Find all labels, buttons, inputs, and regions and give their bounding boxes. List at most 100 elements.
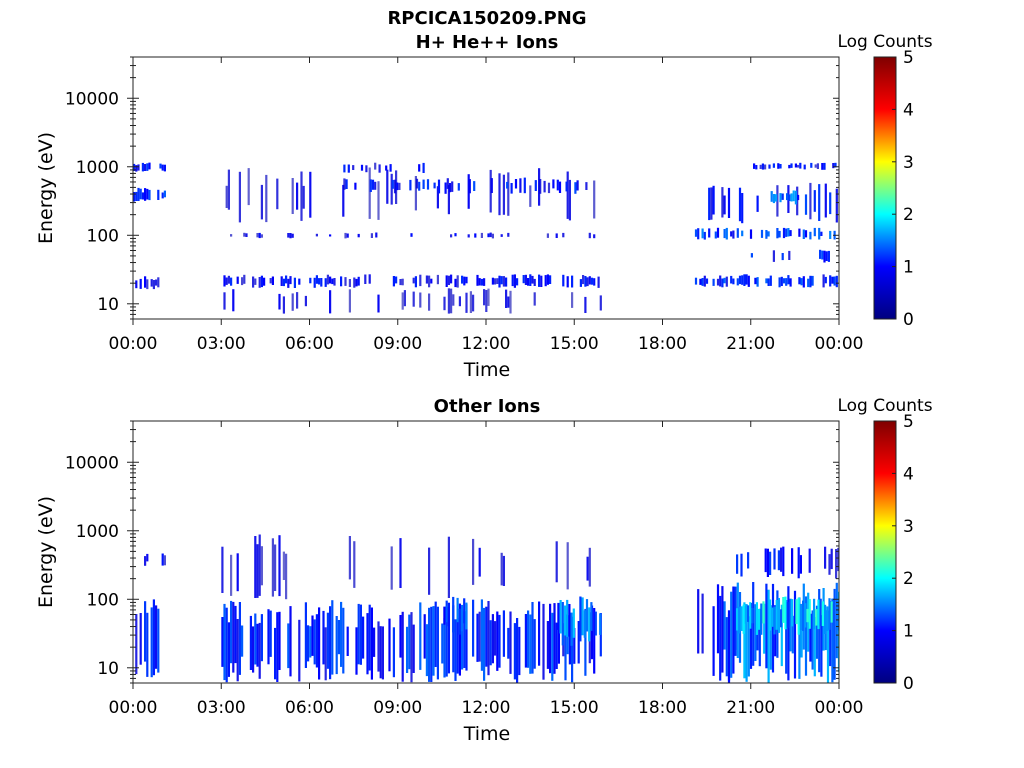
heatmap-cell	[137, 164, 140, 171]
spectrogram-heatmap	[133, 162, 838, 314]
heatmap-cell	[502, 276, 505, 287]
heatmap-cell	[469, 291, 472, 313]
heatmap-cell	[320, 278, 323, 287]
heatmap-cell	[419, 292, 422, 308]
heatmap-cell	[802, 600, 805, 631]
heatmap-cell	[447, 602, 450, 674]
heatmap-cell	[835, 275, 838, 288]
heatmap-cell	[562, 274, 565, 287]
heatmap-cell	[727, 187, 731, 218]
heatmap-cell	[581, 597, 584, 636]
heatmap-cell	[428, 607, 431, 682]
heatmap-cell	[524, 614, 527, 668]
heatmap-cell	[837, 547, 839, 572]
heatmap-cell	[340, 276, 343, 287]
heatmap-cell	[742, 604, 745, 634]
x-tick-label: 21:00	[726, 698, 775, 718]
heatmap-cell	[447, 275, 450, 285]
heatmap-cell	[551, 612, 554, 681]
heatmap-cell	[343, 164, 346, 173]
heatmap-cell	[146, 279, 149, 290]
heatmap-cell	[727, 610, 731, 683]
heatmap-cell	[446, 178, 449, 189]
heatmap-cell	[454, 278, 457, 288]
heatmap-cell	[227, 622, 230, 677]
heatmap-cell	[428, 293, 431, 311]
heatmap-cell	[483, 607, 486, 681]
heatmap-cell	[771, 583, 775, 673]
heatmap-cell	[784, 596, 787, 630]
heatmap-cell	[368, 167, 371, 219]
heatmap-cell	[364, 274, 367, 284]
heatmap-cell	[723, 277, 726, 284]
heatmap-cell	[254, 536, 257, 598]
heatmap-cell	[766, 548, 769, 577]
heatmap-cell	[298, 619, 301, 682]
heatmap-cell	[769, 605, 772, 670]
heatmap-cell	[494, 621, 497, 656]
heatmap-cell	[584, 276, 587, 287]
heatmap-cell	[723, 601, 726, 650]
heatmap-cell	[556, 179, 559, 191]
heatmap-cell	[478, 611, 481, 662]
heatmap-cell	[260, 184, 263, 220]
heatmap-cell	[450, 234, 453, 238]
heatmap-cell	[588, 607, 591, 642]
heatmap-cell	[716, 278, 720, 286]
heatmap-cell	[388, 618, 391, 672]
heatmap-cell	[738, 187, 742, 222]
heatmap-cell	[716, 227, 720, 238]
heatmap-cell	[518, 626, 521, 676]
heatmap-cell	[780, 547, 783, 572]
heatmap-cell	[480, 278, 483, 286]
y-tick-label: 10000	[65, 89, 119, 109]
heatmap-cell	[150, 279, 153, 287]
heatmap-cell	[444, 182, 447, 194]
heatmap-cell	[513, 274, 516, 288]
heatmap-cell	[779, 193, 782, 203]
heatmap-cell	[249, 615, 252, 670]
heatmap-cell	[335, 616, 338, 675]
y-tick-label: 100	[87, 590, 119, 610]
heatmap-cell	[747, 552, 750, 569]
heatmap-cell	[377, 621, 380, 672]
heatmap-cell	[502, 555, 505, 586]
heatmap-cell	[434, 601, 437, 667]
heatmap-cell	[135, 165, 138, 172]
heatmap-cell	[789, 598, 792, 652]
heatmap-cell	[133, 192, 136, 202]
heatmap-cell	[436, 186, 439, 209]
colorbar-tick-label: 3	[903, 517, 914, 537]
heatmap-cell	[571, 292, 574, 308]
heatmap-cell	[570, 612, 573, 646]
heatmap-cell	[152, 599, 155, 676]
heatmap-cell	[555, 541, 558, 583]
heatmap-cell	[282, 278, 285, 287]
heatmap-cell	[788, 164, 791, 169]
heatmap-cell	[225, 277, 228, 285]
heatmap-cell	[553, 603, 556, 674]
heatmap-cell	[315, 275, 318, 284]
heatmap-cell	[782, 546, 785, 577]
heatmap-cell	[597, 276, 600, 288]
heatmap-cell	[571, 275, 574, 288]
heatmap-cell	[491, 233, 494, 239]
heatmap-cell	[797, 164, 800, 168]
heatmap-cell	[835, 582, 838, 659]
heatmap-cell	[787, 228, 790, 237]
heatmap-cell	[491, 277, 494, 285]
heatmap-cell	[318, 607, 321, 680]
heatmap-cell	[834, 162, 837, 168]
heatmap-cell	[260, 275, 263, 288]
heatmap-cell	[749, 602, 752, 629]
colorbar: Log Counts 0 1 2 3 4 5	[837, 32, 932, 330]
heatmap-cell	[456, 275, 459, 288]
heatmap-cell	[135, 280, 138, 289]
heatmap-cell	[152, 280, 155, 290]
heatmap-cell	[390, 173, 393, 205]
heatmap-cell	[730, 591, 733, 678]
heatmap-cell	[763, 603, 766, 654]
heatmap-cell	[584, 296, 587, 313]
x-tick-label: 21:00	[726, 334, 775, 354]
heatmap-cell	[454, 233, 457, 237]
